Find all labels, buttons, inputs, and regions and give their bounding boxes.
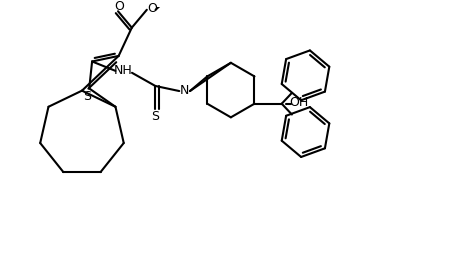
Text: NH: NH	[114, 64, 133, 77]
Text: O: O	[114, 0, 124, 13]
Text: N: N	[180, 84, 189, 97]
Text: O: O	[148, 2, 158, 15]
Text: S: S	[83, 90, 91, 103]
Text: S: S	[151, 110, 159, 123]
Text: OH: OH	[289, 96, 309, 109]
